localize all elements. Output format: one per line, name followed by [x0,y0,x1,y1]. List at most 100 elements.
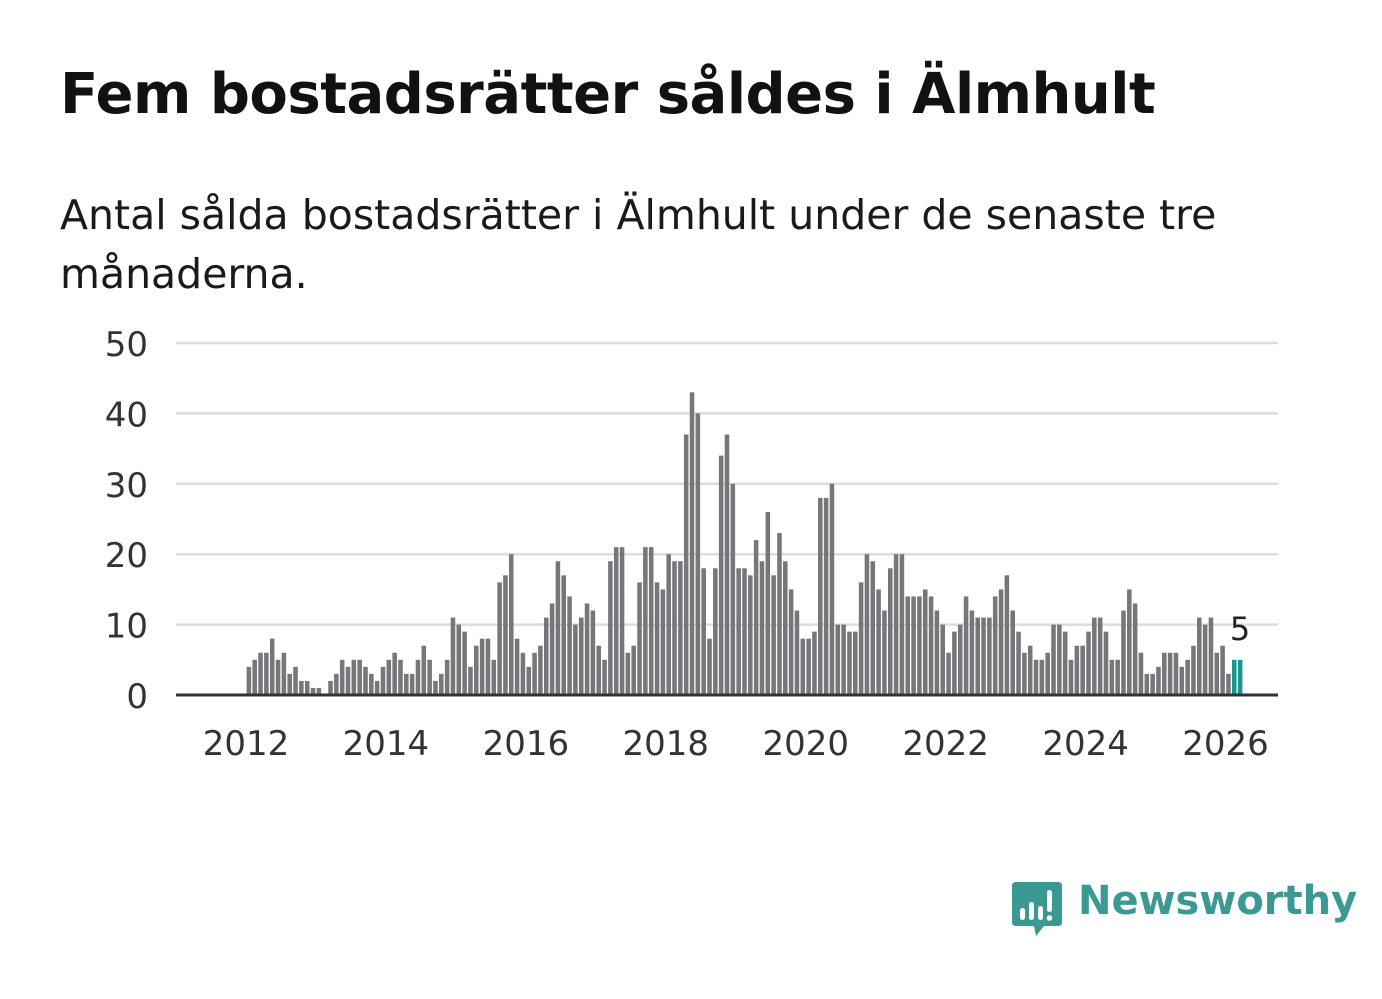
bar [1074,645,1080,695]
bar [1086,631,1091,695]
bar [858,582,864,695]
bar [619,547,625,695]
bar [334,673,339,695]
bar [398,659,403,695]
bar [911,596,916,695]
bar [1027,645,1033,695]
bar [829,483,835,695]
bar [339,659,345,695]
bar [281,652,287,695]
bar [1138,652,1144,695]
bar [683,434,689,695]
bar [514,638,520,695]
bar [765,511,771,695]
bar [1103,631,1109,695]
bar [853,631,858,695]
bar [608,561,613,695]
bar [742,568,747,695]
bar [905,596,911,695]
bar [456,624,462,695]
bar [818,497,823,695]
bar [1220,645,1225,695]
bar [596,645,601,695]
newsworthy-logo-icon [1012,882,1062,936]
bar [304,680,310,695]
bar [275,659,281,695]
x-tick-label: 2024 [1042,724,1129,764]
bar [316,687,322,695]
x-tick-label: 2018 [623,724,710,764]
bar [351,659,357,695]
bar [258,652,263,695]
bar [1156,666,1161,695]
bar [788,589,794,695]
bar [345,666,351,695]
bar [882,610,887,695]
bar [1033,659,1039,695]
bar [439,673,444,695]
bar [415,659,421,695]
bar [1191,645,1196,695]
bar [928,596,934,695]
bar [613,547,619,695]
bar [876,589,881,695]
bar [800,638,806,695]
bar [503,575,508,695]
bar [386,659,392,695]
bar [1068,659,1074,695]
bar [689,392,695,695]
bar [736,568,741,695]
bar [532,652,537,695]
y-tick-label: 0 [126,677,148,717]
chart-title: Fem bostadsrätter såldes i Älmhult [60,62,1156,127]
bar [1062,631,1068,695]
bar [823,497,829,695]
x-tick-label: 2020 [762,724,849,764]
bar [660,589,666,695]
newsworthy-logo: Newsworthy [1010,878,1357,942]
bar [468,666,473,695]
bar [602,659,607,695]
y-tick-label: 40 [105,395,148,435]
bar [421,645,427,695]
bar [357,659,362,695]
bar [380,666,386,695]
bar [1115,659,1120,695]
bar [1214,652,1220,695]
bar [777,533,782,695]
bar [753,540,759,695]
bar [899,554,905,695]
bar [1162,652,1167,695]
bar [555,561,561,695]
bar [1022,652,1027,695]
bar [631,645,636,695]
bar [1167,652,1173,695]
bar [841,624,846,695]
bar [590,610,596,695]
bar [1127,589,1132,695]
bar [1016,631,1021,695]
bar [1226,673,1231,695]
bar [1092,617,1097,695]
bar [963,596,969,695]
bar [508,554,514,695]
bar [718,455,724,695]
y-tick-label: 10 [105,607,148,647]
y-tick-label: 30 [105,466,148,506]
bar [549,603,555,695]
bar [328,680,333,695]
bar-value-label: 5 [1230,610,1250,648]
bar [637,582,642,695]
bar [992,596,998,695]
bar [485,638,491,695]
bar [409,673,415,695]
bar [969,610,975,695]
bar [864,554,870,695]
bar [427,659,432,695]
bar [893,554,899,695]
bar [957,624,963,695]
bar [374,680,380,695]
bar [643,547,648,695]
bar [648,547,654,695]
bar [695,413,701,695]
